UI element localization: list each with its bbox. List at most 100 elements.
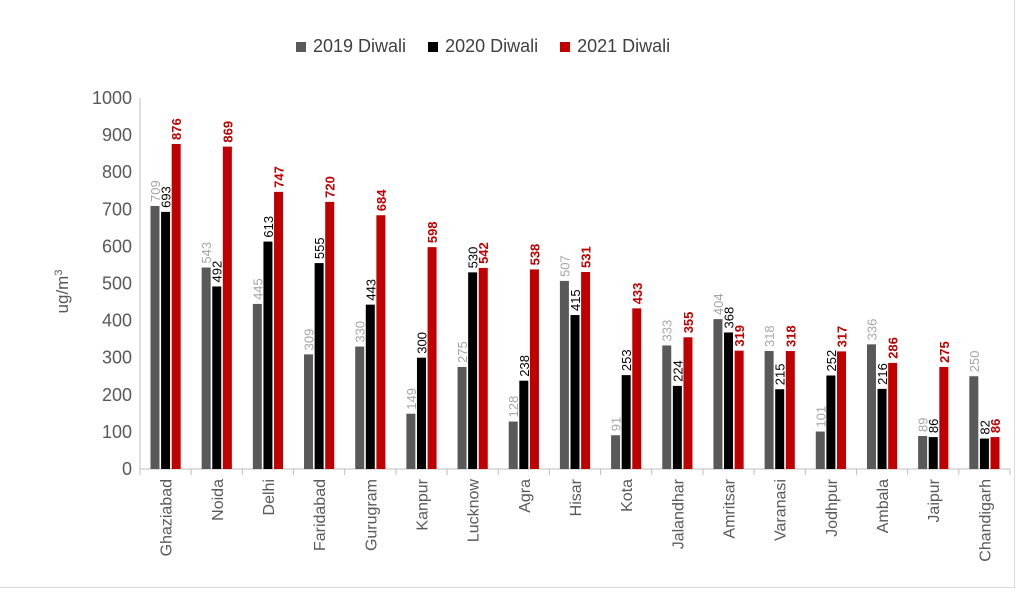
y-tick-label: 400 — [102, 311, 132, 331]
bar-2020-ambala — [877, 388, 887, 469]
y-axis-title-superscript: 3 — [53, 270, 65, 276]
legend-swatch-2020 — [428, 41, 439, 52]
data-label-2021-agra: 538 — [527, 244, 542, 266]
data-label-2020-kanpur: 300 — [414, 332, 429, 354]
bar-2019-noida — [201, 267, 211, 469]
data-label-2020-gurugram: 443 — [363, 279, 378, 301]
data-label-2019-jodhpur: 101 — [813, 406, 828, 428]
bar-2019-gurugram — [355, 346, 365, 469]
data-label-2021-lucknow: 542 — [476, 242, 491, 264]
legend: 2019 Diwali 2020 Diwali 2021 Diwali — [296, 36, 670, 57]
bar-2019-amritsar — [713, 319, 723, 469]
bar-2019-ambala — [866, 344, 876, 469]
data-label-2019-hisar: 507 — [557, 255, 572, 277]
y-tick-label: 800 — [102, 162, 132, 182]
bar-2021-agra — [529, 269, 539, 469]
data-label-2021-chandigarh: 86 — [988, 419, 1003, 433]
data-label-2019-gurugram: 330 — [353, 321, 368, 343]
data-label-2021-kanpur: 598 — [425, 221, 440, 243]
bar-2019-kanpur — [406, 413, 416, 469]
bar-2021-kota — [632, 308, 642, 469]
bar-2020-amritsar — [724, 332, 734, 469]
data-label-2021-ambala: 286 — [886, 337, 901, 359]
legend-label-2019: 2019 Diwali — [313, 36, 407, 56]
x-tick-label-jaipur: Jaipur — [926, 478, 943, 522]
data-label-2020-delhi: 613 — [261, 216, 276, 238]
y-tick-label: 200 — [102, 385, 132, 405]
bar-2019-jaipur — [918, 435, 928, 469]
data-label-2020-ghaziabad: 693 — [159, 186, 174, 208]
bar-2020-kota — [621, 375, 631, 469]
bar-2019-jalandhar — [662, 345, 672, 469]
bar-2021-amritsar — [734, 350, 744, 469]
bar-2019-kota — [611, 435, 621, 469]
data-label-2021-gurugram: 684 — [374, 189, 389, 211]
data-label-2020-agra: 238 — [517, 355, 532, 377]
data-label-2020-hisar: 415 — [568, 289, 583, 311]
bar-2019-chandigarh — [969, 376, 979, 469]
bar-2021-ambala — [888, 362, 898, 469]
data-label-2019-ghaziabad: 709 — [148, 180, 163, 202]
y-tick-label: 300 — [102, 348, 132, 368]
data-label-2019-noida: 543 — [199, 242, 214, 264]
data-label-2020-varanasi: 215 — [773, 364, 788, 386]
bar-2021-varanasi — [785, 351, 795, 469]
bar-2020-varanasi — [775, 389, 785, 469]
x-tick-label-amritsar: Amritsar — [722, 478, 739, 538]
data-label-2019-lucknow: 275 — [455, 341, 470, 363]
bar-2019-faridabad — [304, 354, 314, 469]
bar-2021-hisar — [581, 271, 591, 469]
data-label-2021-varanasi: 318 — [783, 325, 798, 347]
x-tick-label-kota: Kota — [619, 479, 636, 512]
x-tick-label-kanpur: Kanpur — [414, 478, 431, 530]
x-tick-label-jalandhar: Jalandhar — [670, 478, 687, 549]
legend-swatch-2019 — [296, 41, 306, 52]
bar-2021-jalandhar — [683, 337, 693, 469]
data-label-2019-varanasi: 318 — [762, 325, 777, 347]
bar-2019-jodhpur — [815, 431, 825, 469]
y-tick-label: 900 — [102, 125, 132, 145]
data-label-2019-kanpur: 149 — [404, 388, 419, 410]
bar-2019-varanasi — [764, 351, 774, 469]
bar-2020-agra — [519, 380, 529, 469]
bar-2019-lucknow — [457, 366, 467, 469]
data-label-2020-jodhpur: 252 — [824, 350, 839, 372]
y-tick-label: 0 — [122, 459, 132, 479]
legend-item-2019: 2019 Diwali — [296, 36, 406, 57]
data-label-2020-ambala: 216 — [875, 363, 890, 385]
data-label-2021-noida: 869 — [220, 121, 235, 143]
x-tick-label-chandigarh: Chandigarh — [977, 479, 994, 562]
bar-2020-chandigarh — [979, 438, 989, 469]
bar-2020-jodhpur — [826, 375, 836, 469]
bar-2020-noida — [212, 286, 222, 469]
x-tick-label-jodhpur: Jodhpur — [824, 478, 841, 536]
data-label-2019-amritsar: 404 — [711, 293, 726, 315]
data-label-2019-agra: 128 — [506, 396, 521, 418]
x-tick-label-agra: Agra — [517, 479, 534, 513]
data-label-2021-hisar: 531 — [579, 246, 594, 268]
data-label-2021-faridabad: 720 — [323, 176, 338, 198]
y-tick-label: 500 — [102, 274, 132, 294]
x-tick-label-hisar: Hisar — [568, 478, 585, 516]
bar-2020-hisar — [570, 315, 580, 469]
bar-2021-ghaziabad — [171, 144, 181, 469]
bar-2019-hisar — [559, 280, 569, 469]
data-label-2019-faridabad: 309 — [302, 329, 317, 351]
legend-item-2020: 2020 Diwali — [428, 36, 538, 57]
data-label-2019-jalandhar: 333 — [660, 320, 675, 342]
data-label-2021-jaipur: 275 — [937, 341, 952, 363]
data-label-2021-ghaziabad: 876 — [169, 118, 184, 140]
data-label-2019-kota: 91 — [609, 417, 624, 431]
data-label-2020-chandigarh: 82 — [977, 420, 992, 434]
bar-2020-kanpur — [416, 357, 426, 469]
bar-2021-jodhpur — [836, 351, 846, 469]
data-label-2019-chandigarh: 250 — [967, 351, 982, 373]
bar-2020-faridabad — [314, 263, 324, 469]
bar-2021-gurugram — [376, 215, 386, 469]
bar-2021-chandigarh — [990, 437, 1000, 469]
bar-2020-jaipur — [928, 437, 938, 469]
x-tick-label-noida: Noida — [210, 479, 227, 521]
data-label-2021-jodhpur: 317 — [834, 326, 849, 348]
data-label-2019-ambala: 336 — [864, 319, 879, 341]
